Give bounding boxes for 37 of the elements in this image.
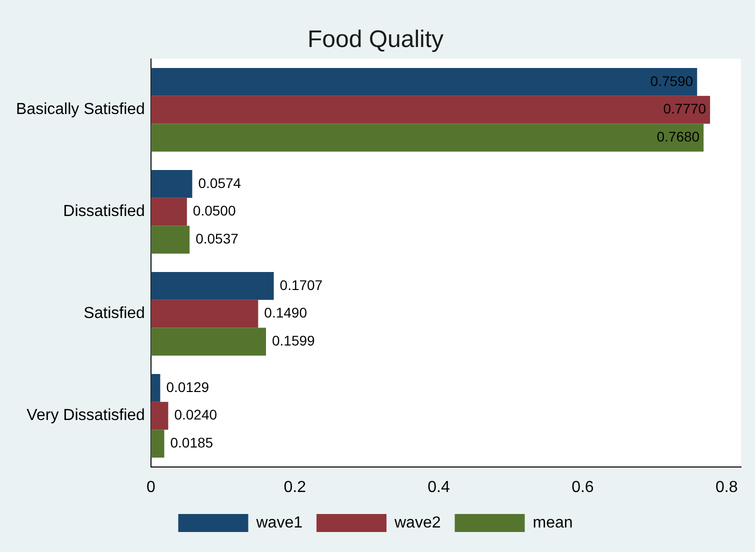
data-label: 0.0185 [170, 434, 214, 451]
y-tick-label: Basically Satisfied [16, 101, 145, 118]
data-label: 0.0574 [198, 174, 242, 191]
bar [150, 328, 266, 356]
bar [150, 226, 190, 254]
bar [150, 68, 698, 96]
data-label: 0.7590 [650, 72, 694, 89]
bar [150, 198, 187, 226]
y-tick-label: Satisfied [84, 305, 145, 322]
x-tick-label: 0.6 [572, 478, 594, 496]
data-label: 0.0500 [192, 202, 236, 219]
y-tick-label: Dissatisfied [63, 203, 145, 220]
x-tick-label: 0.8 [715, 478, 738, 496]
x-tick-label: 0.2 [284, 478, 306, 496]
data-label: 0.7680 [656, 128, 700, 145]
x-tick-label: 0.4 [428, 478, 450, 496]
y-tick-label: Very Dissatisfied [26, 407, 145, 424]
data-label: 0.0537 [196, 230, 239, 247]
legend-label: wave1 [255, 514, 303, 532]
bar [150, 300, 258, 328]
bar [150, 272, 274, 300]
data-label: 0.7770 [663, 100, 706, 117]
data-label: 0.1599 [272, 332, 316, 349]
bar [150, 430, 164, 458]
bar [150, 402, 168, 430]
legend-label: mean [532, 514, 573, 532]
bar [150, 124, 704, 152]
bar [150, 374, 160, 402]
bar [150, 96, 710, 124]
data-label: 0.0129 [166, 378, 210, 395]
bar [150, 170, 192, 198]
data-label: 0.0240 [174, 406, 218, 423]
x-tick-label: 0 [146, 478, 156, 496]
data-label: 0.1707 [280, 276, 323, 293]
data-label: 0.1490 [264, 304, 308, 321]
legend-label: wave2 [393, 514, 441, 532]
chart-title: Food Quality [307, 26, 444, 54]
